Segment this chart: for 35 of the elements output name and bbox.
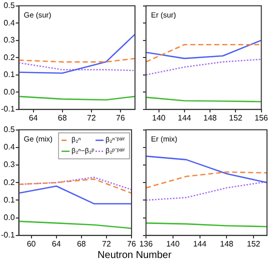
y-tick-label: 0.2 xyxy=(4,178,16,187)
x-tick-label: 148 xyxy=(220,239,234,248)
x-axis-title: Neutron Number xyxy=(96,250,172,262)
y-tick-label: 0.3 xyxy=(4,36,16,45)
x-tick-label: 72 xyxy=(86,113,96,122)
line-series xyxy=(18,178,132,194)
x-tick-label: 136 xyxy=(139,239,154,248)
y-tick-label: 0.1 xyxy=(4,70,16,80)
y-tick-label: 0.5 xyxy=(4,125,16,134)
x-tick-label: 140 xyxy=(152,113,166,122)
y-tick-label: 0.5 xyxy=(4,1,16,10)
y-tick-label: 0.0 xyxy=(4,213,16,222)
x-tick-label: 144 xyxy=(178,113,192,122)
x-tick-label: 68 xyxy=(76,239,86,248)
y-tick-label: 0.1 xyxy=(4,195,16,204)
y-tick-label: 0.0 xyxy=(4,87,16,96)
x-tick-label: 140 xyxy=(166,239,180,248)
y-tick-label: -0.1 xyxy=(0,230,16,240)
x-tick-label: 152 xyxy=(229,113,243,122)
y-tick-label: 0.4 xyxy=(4,18,16,28)
x-tick-label: 156 xyxy=(254,113,269,122)
x-tick-label: 60 xyxy=(26,239,36,248)
x-tick-label: 148 xyxy=(203,113,218,122)
x-tick-label: 76 xyxy=(116,113,126,122)
y-tick-label: 0.3 xyxy=(4,160,16,170)
x-tick-label: 76 xyxy=(127,239,137,248)
x-tick-label: 144 xyxy=(193,239,207,248)
y-tick-label: -0.1 xyxy=(0,104,16,114)
y-tick-label: 0.4 xyxy=(4,142,16,152)
x-tick-label: 68 xyxy=(58,113,68,122)
x-tick-label: 64 xyxy=(28,113,38,122)
x-tick-label: 64 xyxy=(52,239,62,248)
x-tick-label: 72 xyxy=(102,239,112,248)
x-tick-label: 152 xyxy=(246,239,261,248)
y-tick-label: 0.2 xyxy=(4,52,16,62)
